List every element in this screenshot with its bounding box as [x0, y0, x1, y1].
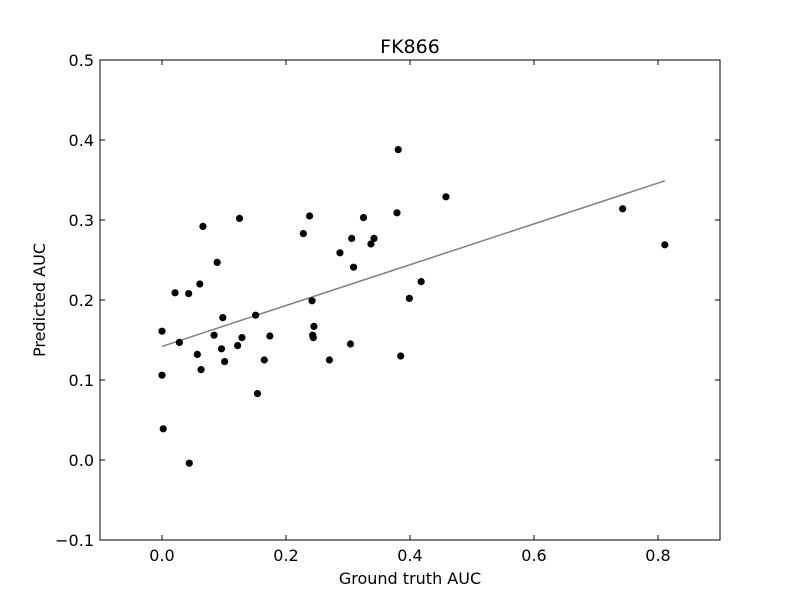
data-point [405, 294, 413, 302]
data-point [359, 214, 368, 222]
data-point [253, 390, 262, 398]
data-point [619, 205, 627, 213]
data-point [219, 314, 227, 322]
data-point [442, 193, 450, 201]
data-point [199, 222, 207, 230]
data-point [397, 352, 405, 360]
data-point [367, 240, 375, 248]
data-point [417, 278, 425, 286]
regression-line [161, 180, 666, 348]
y-tick-label: 0.3 [69, 211, 94, 230]
data-point [158, 327, 166, 335]
data-point [299, 230, 307, 238]
data-point [175, 338, 183, 346]
data-point [210, 331, 218, 339]
data-point [266, 332, 274, 340]
data-point [309, 334, 317, 342]
data-point [193, 350, 201, 358]
data-point [171, 289, 179, 297]
points-layer [158, 146, 669, 467]
y-tick-label: 0.0 [69, 451, 94, 470]
y-axis-ticks: −0.1 0.0 0.1 0.2 0.3 0.4 0.5 [55, 51, 720, 550]
data-point [346, 340, 355, 348]
chart-title: FK866 [380, 36, 440, 58]
data-point [213, 258, 221, 266]
x-axis-ticks: 0.0 0.2 0.4 0.6 0.8 [149, 60, 671, 565]
data-point [393, 209, 401, 217]
data-point [370, 234, 378, 242]
data-point [661, 241, 669, 249]
data-point [252, 311, 260, 319]
y-axis-label: Predicted AUC [30, 243, 49, 357]
data-point [221, 358, 229, 366]
data-point [196, 280, 204, 288]
fit-line-layer [161, 180, 666, 348]
data-point [348, 234, 356, 242]
x-tick-label: 0.6 [521, 546, 546, 565]
y-tick-label: 0.5 [69, 51, 94, 70]
data-point [349, 263, 358, 271]
y-tick-label: 0.1 [69, 371, 94, 390]
x-tick-label: 0.4 [397, 546, 422, 565]
data-point [234, 342, 242, 350]
data-point [238, 334, 246, 342]
y-tick-label: 0.4 [69, 131, 94, 150]
data-point [217, 345, 226, 353]
y-tick-label: −0.1 [55, 531, 94, 550]
data-point [305, 212, 314, 220]
data-point [235, 214, 244, 222]
y-tick-label: 0.2 [69, 291, 94, 310]
data-point [159, 425, 167, 433]
x-tick-label: 0.8 [645, 546, 670, 565]
x-axis-label: Ground truth AUC [339, 569, 481, 588]
x-tick-label: 0.2 [273, 546, 298, 565]
data-point [185, 459, 193, 467]
data-point [185, 290, 193, 298]
data-point [158, 371, 166, 379]
data-point [197, 366, 205, 374]
data-point [336, 249, 344, 257]
data-point [260, 356, 268, 364]
data-point [394, 146, 402, 154]
data-point [308, 297, 316, 305]
data-point [310, 322, 318, 330]
data-point [325, 356, 333, 364]
x-tick-label: 0.0 [149, 546, 174, 565]
